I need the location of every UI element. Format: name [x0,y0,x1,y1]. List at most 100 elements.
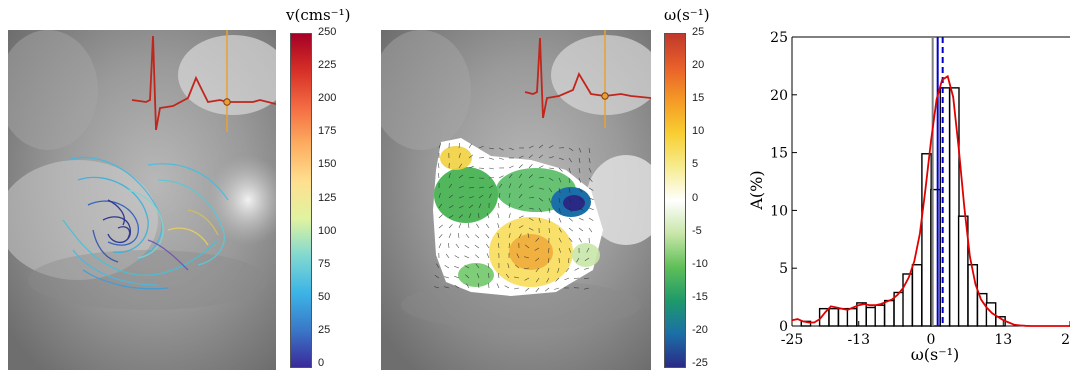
vorticity-arrow [588,207,594,210]
vorticity-arrow [568,187,571,193]
ytick-label-2: 10 [770,203,788,219]
vorticity-arrow [584,287,590,290]
vorticity-arrow [568,167,571,173]
vorticity-arrow [508,183,512,189]
vorticity-arrow [504,285,510,289]
vorticity-arrow [454,255,460,259]
vorticity-arrow [438,203,443,209]
vorticity-arrow [478,186,484,189]
colorbar-vorticity-tick-8: -15 [692,290,708,303]
vorticity-arrow [578,157,581,163]
vorticity-field [433,138,603,296]
vorticity-arrow [538,154,544,159]
xtick-label-3: 13 [994,332,1012,348]
histogram-bar-6 [865,306,877,327]
vorticity-arrow [518,225,524,229]
vorticity-arrow [448,215,454,219]
histogram-bar-19 [985,302,997,327]
vorticity-arrow [458,163,463,169]
vorticity-arrow [438,243,442,249]
xtick-label-2: 0 [927,332,936,348]
colorbar-velocity [290,33,312,368]
vorticity-arrow [498,183,503,189]
vorticity-arrow [578,167,581,173]
vorticity-arrow [548,197,551,203]
vorticity-arrow [528,227,534,231]
vorticity-arrow [548,167,555,169]
vorticity-arrow [548,227,550,234]
vorticity-arrow [468,154,474,159]
vorticity-arrow [586,247,590,253]
vorticity-arrow [578,187,583,193]
vorticity-arrow [538,197,544,202]
histogram-bar-4 [846,307,858,327]
vorticity-arrow [464,265,470,269]
vorticity-arrow [466,283,470,289]
vorticity-arrow [508,213,511,219]
mri-image-vorticity [381,30,651,370]
vorticity-arrow [588,197,594,200]
vorticity-arrow [584,257,590,262]
panel-velocity: v(cms⁻¹) 250 225 200 175 150 125 100 75 50 25 0 [0,0,360,373]
vorticity-arrow [548,247,550,254]
colorbar-velocity-tick-9: 25 [318,323,331,336]
vorticity-arrow [475,254,480,259]
vorticity-arrow [535,267,540,273]
mri-image-velocity [8,30,276,370]
ecg-marker-dot [223,98,231,106]
colorbar-velocity-tick-0: 250 [318,26,337,38]
vorticity-arrow [458,185,464,189]
histogram-bar-8 [883,299,895,327]
vorticity-arrow [458,205,464,209]
vorticity-arrow [454,275,460,279]
vorticity-arrow [518,193,523,199]
vorticity-arrow [568,177,571,183]
vorticity-arrow [444,265,450,269]
vorticity-arrow [498,202,500,209]
colorbar-label-velocity: v(cms⁻¹) [286,6,351,24]
vorticity-arrow [448,233,452,239]
ytick-label-0: 0 [779,319,788,335]
vorticity-arrow [488,193,492,199]
vorticity-arrow [498,242,500,249]
vorticity-arrow [508,174,513,179]
vorticity-arrow [524,256,530,259]
vorticity-arrow [576,257,580,263]
histogram-bar-11 [911,264,923,327]
vorticity-arrow [558,237,562,243]
vorticity-arrow [448,194,453,199]
mri-background-vorticity [381,30,651,370]
vorticity-arrow [488,282,490,289]
vorticity-arrow [497,273,500,279]
vorticity-arrow [568,247,572,253]
vorticity-arrow [578,147,582,153]
vorticity-arrow [554,287,560,290]
histogram-bar-10 [902,273,913,327]
vorticity-arrow [508,165,514,169]
vorticity-arrow [507,263,510,269]
vorticity-arrow [518,155,524,159]
vorticity-arrow [454,285,460,289]
panel-vorticity: ω(s⁻¹) 25 20 15 10 5 0 -5 -10 -15 -20 -25 [381,6,710,370]
vorticity-arrow [588,187,594,191]
vorticity-arrow [505,273,510,279]
vorticity-arrow [464,244,470,249]
vorticity-arrow [534,247,540,251]
histogram-bar-14 [939,87,951,327]
vorticity-arrow [518,173,523,179]
vorticity-arrow [548,177,554,181]
vorticity-arrow [557,267,560,273]
vorticity-arrow [525,287,530,292]
vorticity-arrow [548,145,554,149]
colorbar-label-vorticity: ω(s⁻¹) [664,6,710,24]
vorticity-arrow [508,223,511,229]
ytick-label-3: 15 [770,146,788,162]
ecg-waveform-b [524,37,651,119]
vorticity-arrow [437,163,440,169]
vorticity-arrow [524,267,530,270]
vorticity-arrow [538,176,544,179]
colorbar-velocity-tick-2: 200 [318,92,337,105]
vorticity-arrow [558,247,561,253]
histogram-ylabel: A(%) [747,170,766,210]
xtick-label-1: -13 [847,332,870,348]
